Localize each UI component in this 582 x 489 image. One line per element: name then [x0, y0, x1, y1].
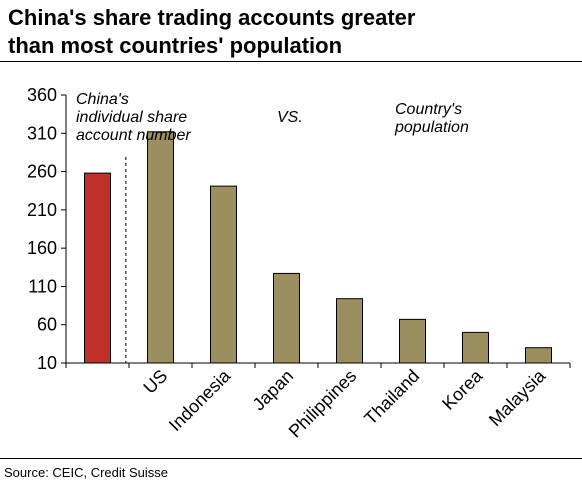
- y-tick-label-5: 260: [27, 162, 57, 182]
- bar-thailand: [399, 318, 426, 364]
- bar-philippines: [336, 298, 363, 364]
- x-label-thailand: Thailand: [360, 366, 423, 429]
- bar-korea: [462, 331, 489, 364]
- chart-title: China's share trading accounts greater t…: [8, 4, 578, 60]
- top-rule: [0, 61, 582, 62]
- bar-china: [84, 172, 111, 364]
- x-label-korea: Korea: [438, 365, 487, 414]
- source-note: Source: CEIC, Credit Suisse: [4, 465, 169, 480]
- x-label-us: US: [139, 366, 171, 398]
- x-label-malaysia: Malaysia: [485, 365, 550, 430]
- bar-us: [147, 131, 174, 364]
- bar-indonesia: [210, 185, 237, 364]
- x-label-philippines: Philippines: [285, 366, 361, 442]
- annotation-vs: VS.: [277, 109, 303, 126]
- annotation-population-line-1: Country's: [395, 101, 462, 118]
- annotation-china-line-1: China's: [76, 91, 129, 108]
- x-label-indonesia: Indonesia: [165, 365, 235, 435]
- bar-japan: [273, 272, 300, 364]
- y-tick-label-4: 210: [27, 200, 57, 220]
- y-tick-label-1: 60: [37, 315, 57, 335]
- x-label-japan: Japan: [249, 366, 298, 415]
- annotation-population-line-2: population: [394, 119, 469, 136]
- bar-malaysia: [525, 347, 552, 364]
- y-tick-label-3: 160: [27, 238, 57, 258]
- annotation-china-line-2: individual share: [76, 109, 187, 126]
- chart-title-line-1: China's share trading accounts greater: [8, 5, 416, 30]
- y-tick-label-0: 10: [37, 353, 57, 373]
- annotation-china-line-3: account number: [76, 127, 191, 144]
- chart-title-line-2: than most countries' population: [8, 33, 343, 58]
- y-tick-label-2: 110: [28, 276, 57, 296]
- y-tick-label-7: 360: [27, 85, 57, 105]
- y-tick-label-6: 310: [27, 123, 57, 143]
- bottom-rule: [0, 458, 582, 459]
